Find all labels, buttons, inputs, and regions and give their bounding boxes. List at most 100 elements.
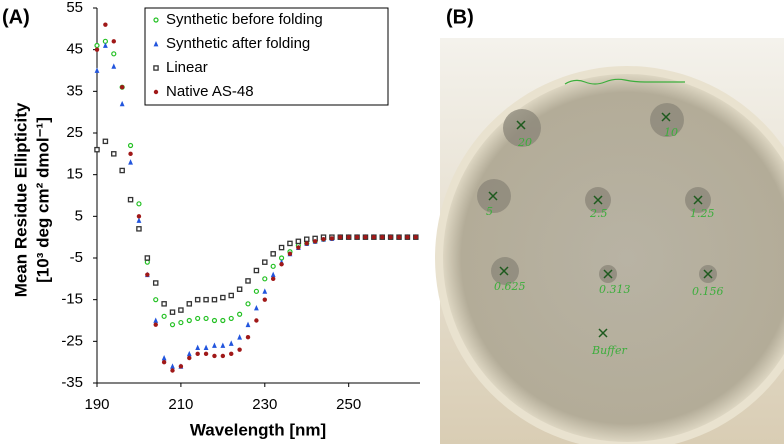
data-point — [338, 234, 343, 240]
data-point — [153, 322, 158, 327]
data-point — [195, 315, 201, 322]
data-point — [220, 342, 226, 348]
data-point — [94, 47, 100, 52]
legend-label: Synthetic before folding — [166, 11, 323, 28]
data-point — [245, 301, 251, 307]
data-point — [178, 319, 184, 326]
legend-marker — [153, 65, 159, 71]
data-point — [346, 234, 351, 240]
data-point — [220, 353, 226, 359]
photo-label: 5 — [486, 205, 493, 218]
data-point — [144, 259, 150, 265]
data-point — [262, 276, 268, 282]
data-point — [262, 288, 268, 294]
photo-label: 0.313 — [599, 283, 631, 296]
photo-label: 10 — [664, 126, 678, 139]
data-point — [304, 241, 309, 246]
x-tick-label: 210 — [168, 396, 193, 413]
y-tick-label: 15 — [66, 166, 83, 183]
data-point — [312, 239, 318, 244]
data-point — [212, 353, 217, 359]
y-tick-label: 5 — [75, 207, 83, 224]
data-point — [303, 236, 310, 242]
dish — [443, 74, 784, 442]
data-point — [220, 317, 226, 324]
data-point — [103, 22, 108, 27]
data-point — [329, 236, 335, 241]
data-point — [195, 351, 200, 357]
data-point — [270, 251, 276, 257]
data-point — [254, 305, 259, 311]
data-point — [254, 318, 259, 323]
data-point — [169, 322, 176, 328]
data-point — [279, 262, 284, 267]
y-tick-label: -25 — [61, 332, 83, 349]
data-point — [203, 296, 209, 303]
data-point — [102, 42, 108, 48]
panel-label: (B) — [446, 6, 474, 28]
data-point — [296, 245, 301, 250]
data-point — [186, 317, 192, 324]
data-point — [119, 84, 125, 90]
data-point — [413, 234, 419, 240]
y-axis-label: [10³ deg cm² dmol⁻¹] — [33, 117, 52, 283]
data-point — [262, 259, 268, 265]
data-point — [321, 237, 326, 242]
data-point — [161, 313, 167, 319]
data-point — [136, 201, 142, 207]
x-tick-label: 250 — [336, 396, 361, 413]
data-point — [380, 234, 385, 240]
y-tick-label: 45 — [66, 41, 83, 58]
data-point — [253, 288, 260, 294]
y-tick-label: -5 — [70, 249, 83, 266]
data-point — [195, 344, 201, 350]
data-point — [278, 244, 285, 251]
legend-marker — [153, 89, 159, 95]
data-point — [245, 278, 251, 284]
data-point — [136, 226, 142, 232]
data-point — [405, 234, 410, 240]
data-point — [128, 159, 133, 165]
x-tick-label: 190 — [84, 396, 109, 413]
legend-box — [144, 7, 389, 106]
data-point — [203, 351, 209, 357]
y-tick-label: 35 — [66, 82, 83, 99]
data-point — [228, 340, 234, 346]
legend-marker — [153, 17, 159, 23]
data-point — [245, 334, 251, 340]
data-point — [153, 317, 159, 323]
legend-label: Native AS-48 — [166, 83, 254, 100]
data-point — [253, 267, 260, 274]
data-point — [127, 142, 134, 149]
data-point — [354, 234, 360, 240]
x-axis-label: Wavelength [nm] — [190, 420, 326, 439]
data-point — [128, 151, 133, 157]
data-point — [186, 301, 193, 307]
data-point — [220, 294, 226, 301]
data-point — [178, 364, 184, 369]
data-point — [270, 276, 276, 282]
photo-label: Buffer — [591, 344, 627, 357]
data-point — [228, 315, 234, 322]
data-point — [170, 368, 175, 373]
data-point — [144, 255, 151, 261]
data-point — [145, 272, 150, 277]
data-point — [161, 355, 167, 361]
photo-label: 2.5 — [589, 207, 608, 220]
data-point — [245, 321, 251, 328]
data-point — [187, 355, 192, 361]
data-point — [270, 263, 276, 269]
legend-label: Linear — [166, 59, 208, 76]
data-point — [161, 301, 167, 307]
data-point — [111, 151, 117, 157]
data-point — [153, 297, 159, 303]
data-point — [287, 240, 293, 247]
data-point — [136, 217, 142, 223]
x-marks — [488, 112, 713, 338]
data-point — [270, 271, 276, 278]
data-point — [170, 363, 175, 369]
data-point — [136, 214, 142, 219]
data-point — [211, 317, 218, 324]
data-point — [178, 307, 184, 313]
